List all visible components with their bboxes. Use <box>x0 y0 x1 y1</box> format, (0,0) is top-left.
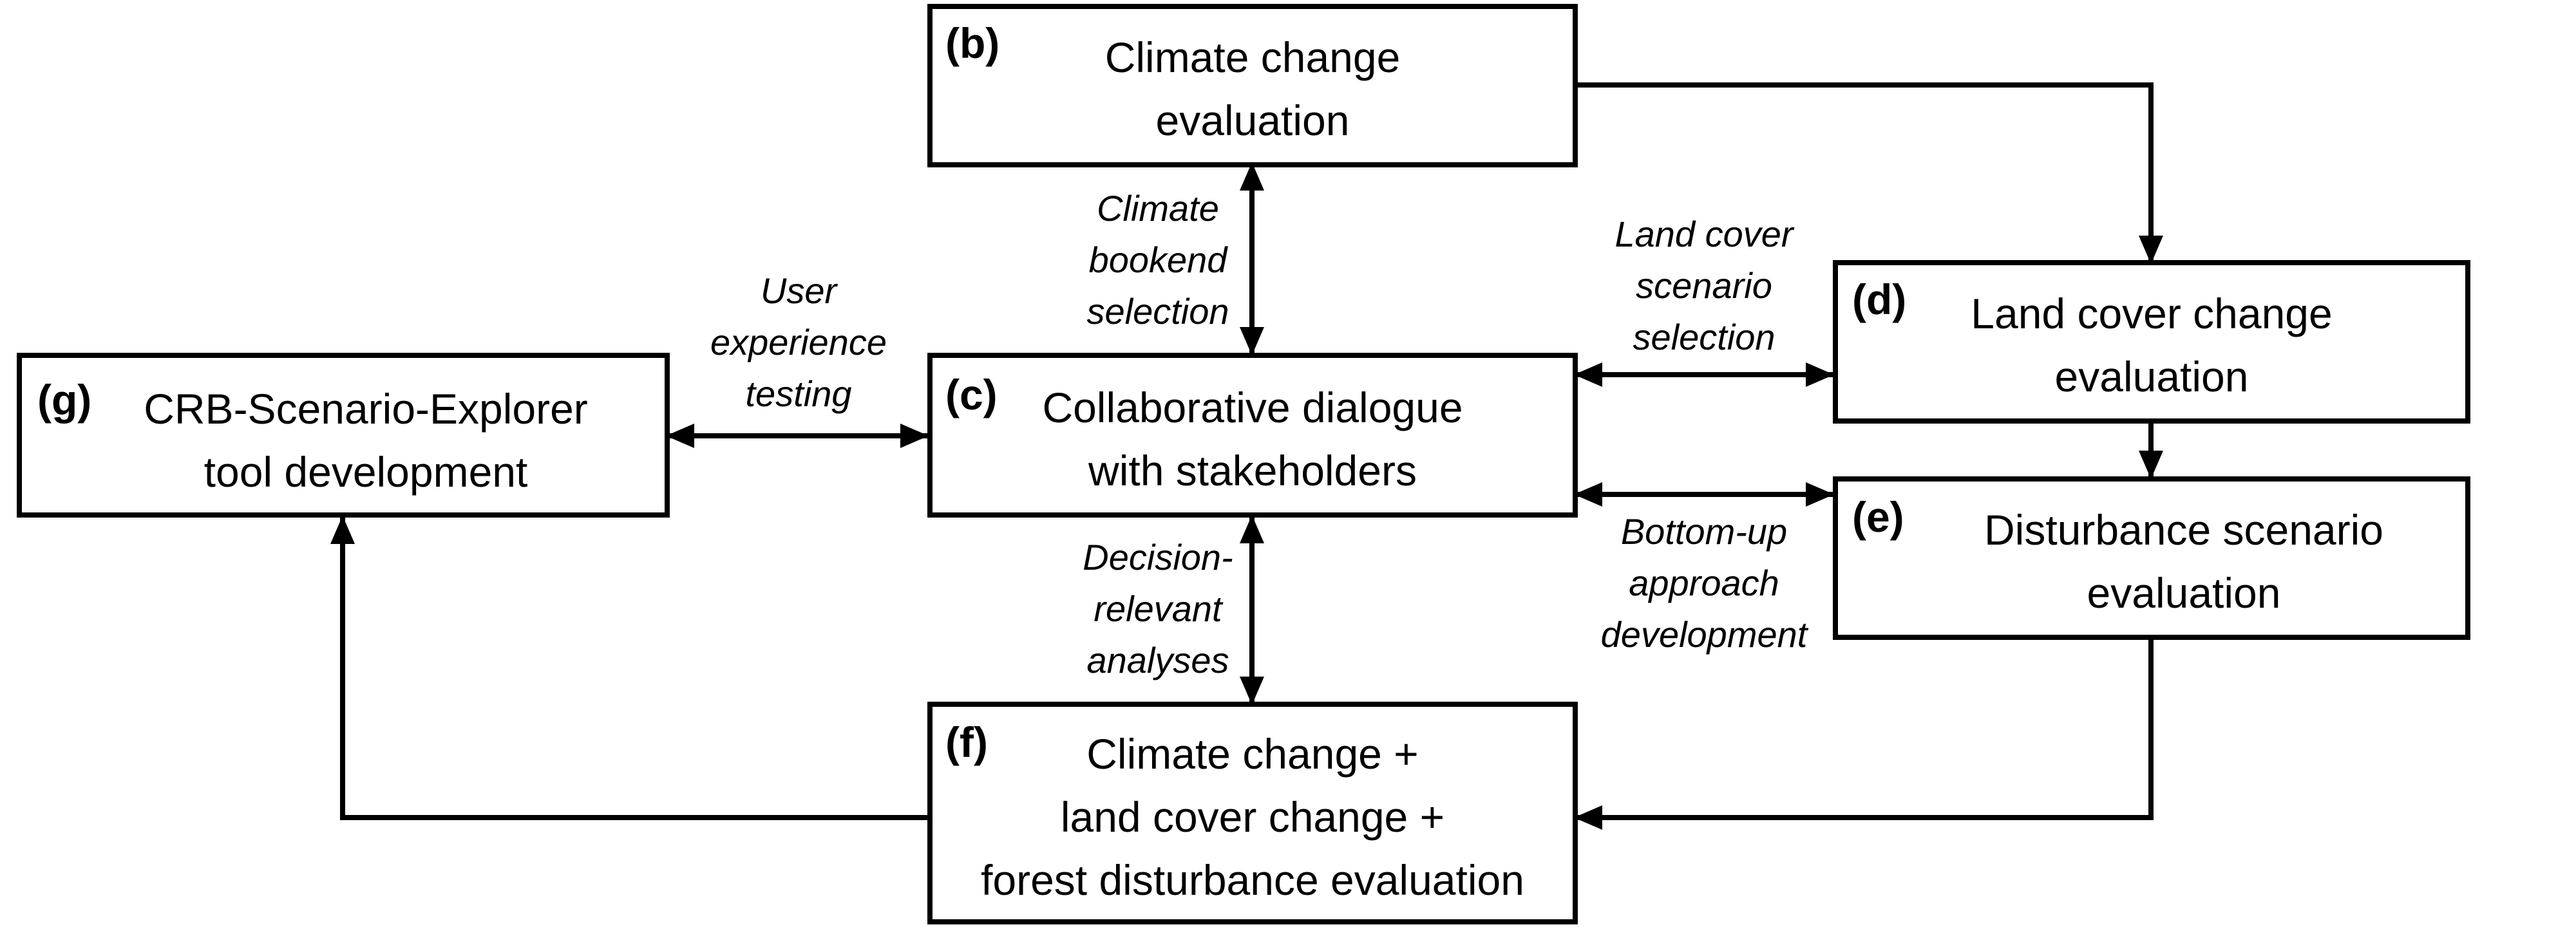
box-line: Collaborative dialogue <box>1042 384 1463 431</box>
box-line: Climate change + <box>1086 730 1419 778</box>
label-line: Bottom-up <box>1620 511 1788 552</box>
label-line: Land cover <box>1615 214 1794 254</box>
box-line: Land cover change <box>1971 290 2333 337</box>
box-climate-change-evaluation: (b) Climate change evaluation <box>927 4 1578 167</box>
box-text: Climate change evaluation <box>933 26 1573 152</box>
box-letter: (b) <box>945 19 1000 67</box>
box-collaborative-dialogue: (c) Collaborative dialogue with stakehol… <box>927 353 1578 518</box>
box-line: evaluation <box>1155 97 1350 144</box>
label-line: testing <box>745 373 852 414</box>
box-text: CRB-Scenario-Explorer tool development <box>67 377 665 503</box>
box-text: Collaborative dialogue with stakeholders <box>933 376 1573 502</box>
arrow-b-to-d <box>1575 82 2163 264</box>
label-climate-bookend-selection: Climate bookend selection <box>1086 183 1229 337</box>
label-line: bookend <box>1088 239 1227 280</box>
box-line: tool development <box>204 448 528 496</box>
label-line: scenario <box>1636 265 1772 306</box>
label-line: experience <box>710 322 887 362</box>
label-user-experience-testing: User experience testing <box>710 265 887 420</box>
box-disturbance-scenario-evaluation: (e) Disturbance scenario evaluation <box>1833 476 2470 640</box>
label-land-cover-scenario-selection: Land cover scenario selection <box>1615 209 1793 363</box>
box-crb-scenario-explorer: (g) CRB-Scenario-Explorer tool developme… <box>17 353 670 518</box>
box-letter: (d) <box>1852 276 1907 323</box>
label-line: selection <box>1086 291 1229 332</box>
label-line: relevant <box>1094 588 1222 629</box>
box-letter: (e) <box>1852 493 1904 541</box>
box-line: land cover change + <box>1060 793 1445 841</box>
label-line: approach <box>1629 563 1779 603</box>
arrow-f-to-g <box>330 516 927 820</box>
box-line: Climate change <box>1104 33 1401 81</box>
box-line: evaluation <box>2087 569 2281 617</box>
box-text: Disturbance scenario evaluation <box>1902 498 2465 624</box>
box-letter: (f) <box>945 718 988 766</box>
label-decision-relevant-analyses: Decision- relevant analyses <box>1083 532 1233 686</box>
box-line: evaluation <box>2054 353 2249 400</box>
box-line: forest disturbance evaluation <box>981 856 1524 904</box>
box-text: Land cover change evaluation <box>1838 282 2465 408</box>
label-line: development <box>1600 614 1808 655</box>
arrow-e-to-f <box>1574 637 2154 830</box>
box-text: Climate change + land cover change + for… <box>933 722 1573 912</box>
box-line: Disturbance scenario <box>1984 506 2383 554</box>
label-line: Climate <box>1097 188 1219 229</box>
box-letter: (g) <box>37 376 92 424</box>
box-land-cover-change-evaluation: (d) Land cover change evaluation <box>1833 260 2470 424</box>
box-combined-evaluation: (f) Climate change + land cover change +… <box>927 702 1578 924</box>
label-line: User <box>760 270 837 311</box>
label-line: analyses <box>1086 640 1229 680</box>
label-line: selection <box>1633 317 1776 357</box>
label-line: Decision- <box>1083 537 1233 577</box>
box-line: with stakeholders <box>1088 447 1417 494</box>
box-letter: (c) <box>945 371 998 418</box>
label-bottom-up-approach-development: Bottom-up approach development <box>1601 506 1808 660</box>
box-line: CRB-Scenario-Explorer <box>144 385 588 433</box>
